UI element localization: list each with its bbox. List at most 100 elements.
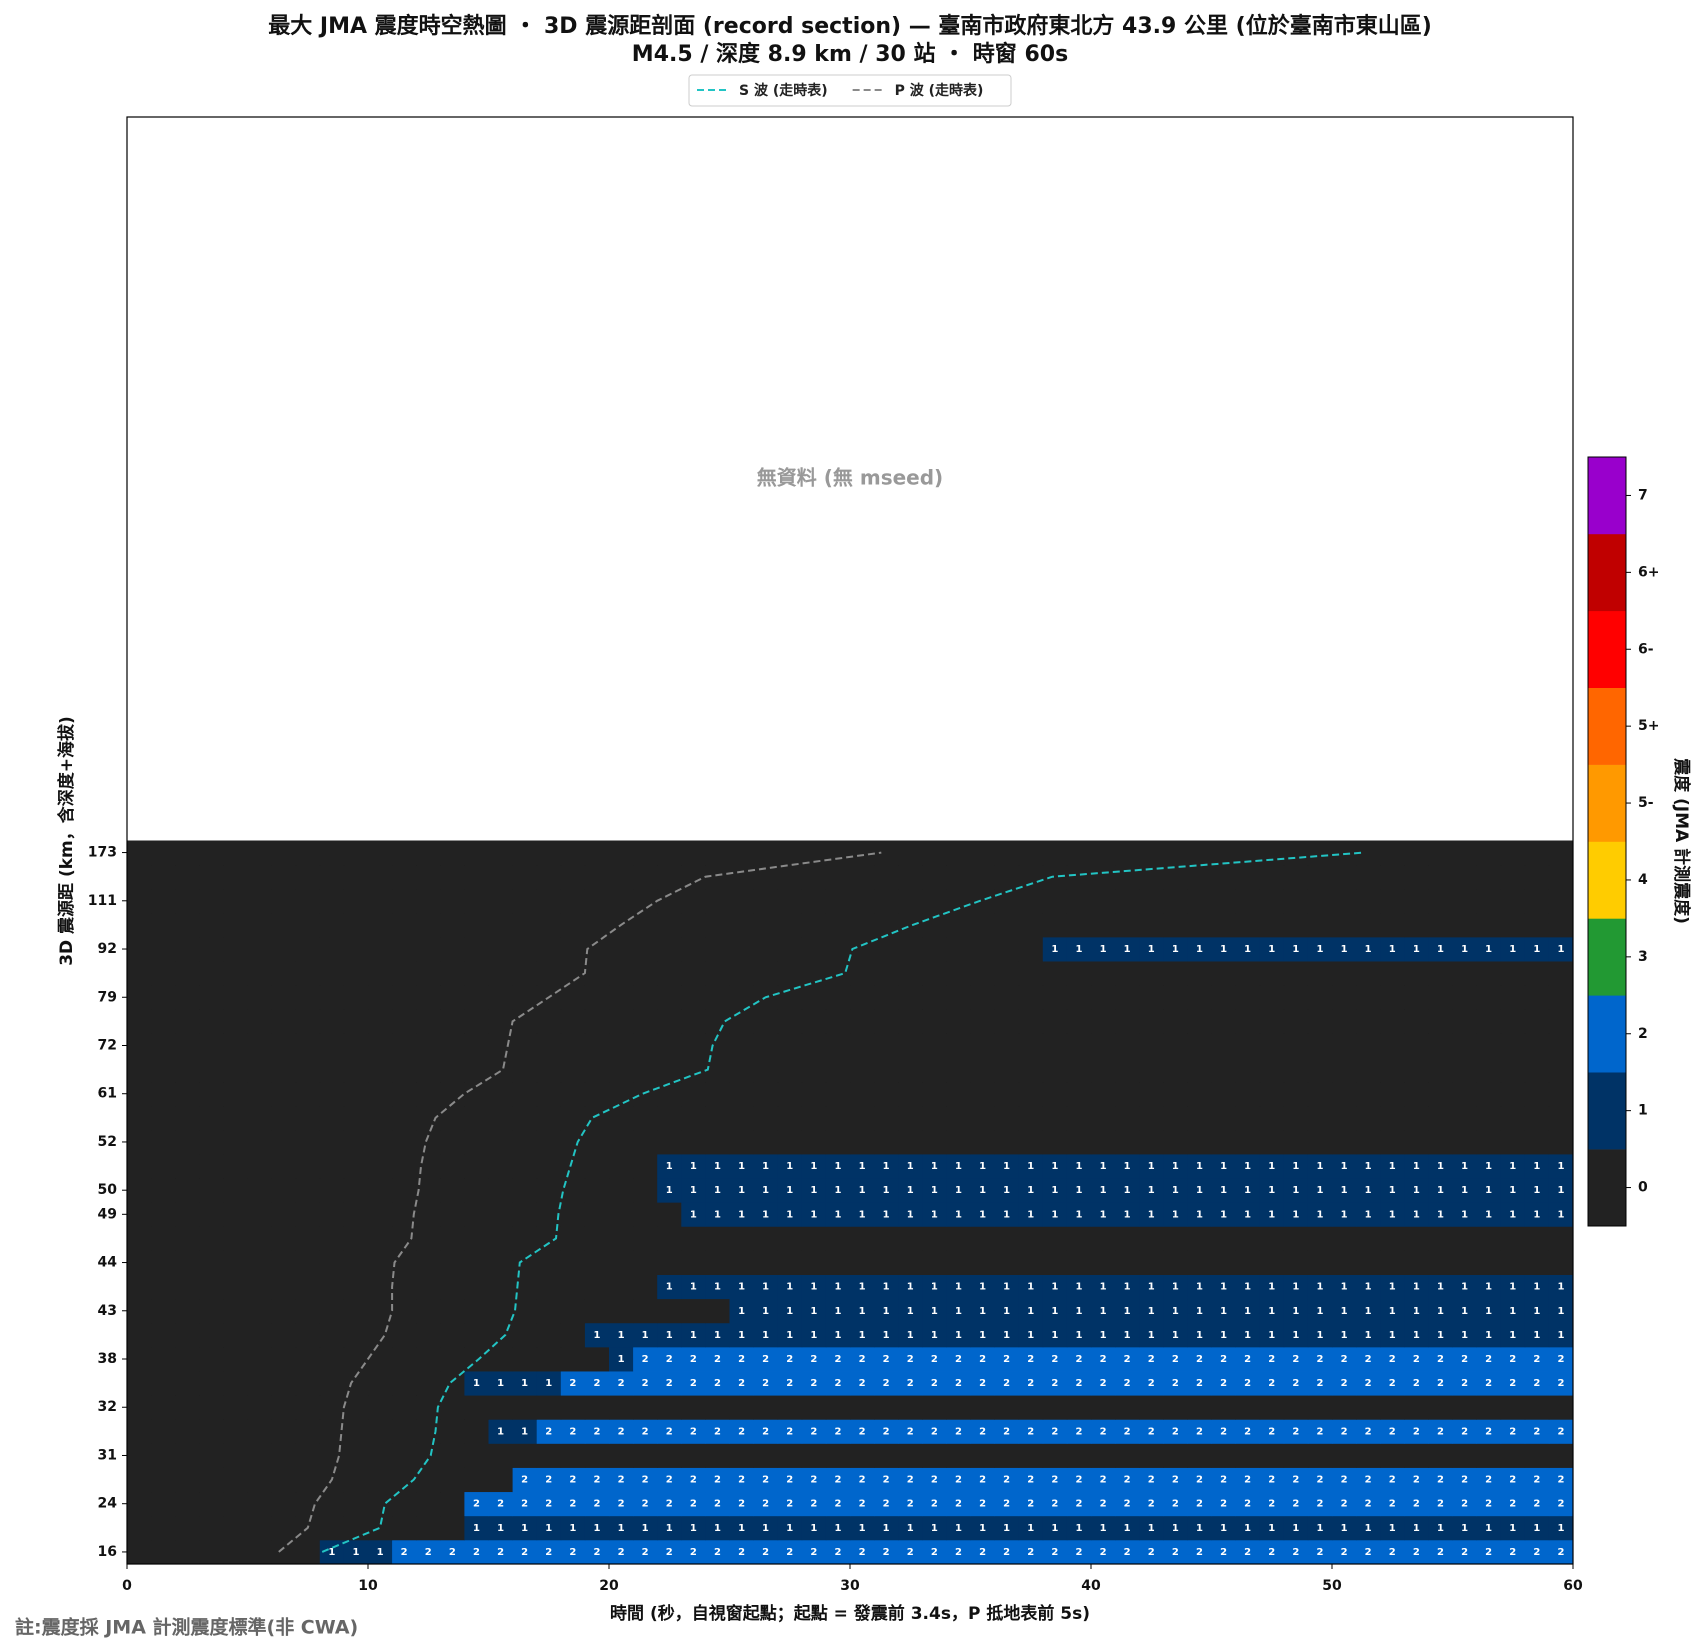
heat-cell <box>681 1250 706 1275</box>
heat-cell <box>295 1081 321 1107</box>
heat-cell <box>1139 1178 1164 1203</box>
heat-cell <box>392 1419 417 1444</box>
heat-cell <box>609 1322 634 1348</box>
heat-cell <box>1332 1371 1357 1396</box>
heat-cell <box>705 912 730 938</box>
heat-cell <box>560 1081 586 1107</box>
y-tick-label: 16 <box>98 1544 117 1560</box>
heat-cell <box>681 1395 706 1420</box>
heat-cell <box>1332 840 1357 866</box>
cell-label: 1 <box>1533 1330 1540 1341</box>
cell-label: 1 <box>1461 1306 1468 1317</box>
heat-cell <box>1283 936 1309 962</box>
cell-label: 1 <box>1485 1161 1492 1172</box>
cell-label: 2 <box>810 1378 817 1389</box>
heat-cell <box>1115 1105 1140 1131</box>
heat-cell <box>512 1081 538 1107</box>
heat-cell <box>1066 1395 1092 1420</box>
heat-cell <box>609 1178 634 1203</box>
heat-cell <box>1187 912 1212 938</box>
heat-cell <box>1548 1057 1574 1083</box>
heat-cell <box>657 1298 682 1324</box>
heat-cell <box>633 1443 658 1468</box>
heat-cell <box>1404 1033 1429 1058</box>
cell-label: 2 <box>810 1499 817 1510</box>
cell-label: 1 <box>1316 1185 1323 1196</box>
heat-cell <box>874 1009 899 1034</box>
heat-cell <box>368 1467 393 1493</box>
heat-cell <box>1452 1033 1477 1058</box>
heat-cell <box>946 985 971 1010</box>
heat-cell <box>223 985 248 1010</box>
heat-cell <box>1548 1491 1574 1517</box>
heat-cell <box>729 1491 754 1517</box>
heat-cell <box>850 1467 875 1493</box>
heat-cell <box>1428 1298 1453 1324</box>
heat-cell <box>440 1202 465 1227</box>
cell-label: 2 <box>714 1547 721 1558</box>
colorbar-frame <box>1587 456 1627 1227</box>
heat-cell <box>1452 985 1477 1010</box>
heat-cell <box>464 1009 489 1034</box>
heat-cell <box>825 1491 851 1517</box>
heat-cell <box>898 1298 923 1324</box>
heat-cell <box>922 1202 947 1227</box>
heat-cell <box>488 1226 513 1251</box>
heat-cell <box>1500 912 1526 938</box>
heat-cell <box>1452 1129 1477 1155</box>
heat-cell <box>850 888 875 914</box>
cell-label: 2 <box>1124 1499 1131 1510</box>
heat-cell <box>343 1226 369 1251</box>
heat-cell <box>1356 1057 1381 1083</box>
cell-label: 2 <box>786 1475 793 1486</box>
heat-cell <box>1307 1226 1333 1251</box>
cell-label: 1 <box>618 1523 625 1534</box>
cell-label: 1 <box>810 1282 817 1293</box>
heat-cell <box>1187 961 1212 986</box>
heat-cell <box>1187 1033 1212 1058</box>
heat-cell <box>874 1226 899 1251</box>
heat-cell <box>922 1033 947 1058</box>
heat-cell <box>1524 961 1550 986</box>
heat-cell <box>1211 1057 1236 1083</box>
heat-cell <box>1380 1298 1405 1324</box>
cell-label: 1 <box>1148 1306 1155 1317</box>
cell-label: 2 <box>762 1378 769 1389</box>
cell-label: 1 <box>1003 1330 1010 1341</box>
cell-label: 2 <box>762 1426 769 1437</box>
heat-cell <box>1283 1202 1309 1227</box>
heat-cell <box>681 1274 706 1300</box>
heat-cell <box>512 1009 538 1034</box>
heat-cell <box>1211 1346 1236 1372</box>
heat-cell <box>946 936 971 962</box>
cell-label: 1 <box>1437 1306 1444 1317</box>
heat-cell <box>416 985 441 1010</box>
cell-label: 1 <box>1557 1306 1564 1317</box>
cell-label: 2 <box>1509 1499 1516 1510</box>
cell-label: 2 <box>1461 1475 1468 1486</box>
heat-cell <box>609 961 634 986</box>
heat-cell <box>1332 1346 1357 1372</box>
heat-cell <box>247 985 272 1010</box>
heat-cell <box>609 1298 634 1324</box>
cell-label: 2 <box>545 1475 552 1486</box>
heat-cell <box>657 1178 682 1203</box>
heat-cell <box>1042 888 1068 914</box>
heat-cell <box>1211 1009 1236 1034</box>
heat-cell <box>1476 1467 1502 1493</box>
heat-cell <box>633 840 658 866</box>
heat-cell <box>1139 961 1164 986</box>
heat-cell <box>368 1515 393 1541</box>
heat-cell <box>464 1154 489 1179</box>
cell-label: 1 <box>1100 1330 1107 1341</box>
heat-cell <box>247 1057 272 1083</box>
cell-label: 2 <box>859 1426 866 1437</box>
heat-cell <box>1356 1105 1381 1131</box>
heat-cell <box>777 1515 803 1541</box>
heat-cell <box>1163 985 1188 1010</box>
heat-cell <box>1283 1467 1309 1493</box>
cell-label: 2 <box>1100 1475 1107 1486</box>
heat-cell <box>1235 1371 1261 1396</box>
heat-cell <box>1211 888 1236 914</box>
